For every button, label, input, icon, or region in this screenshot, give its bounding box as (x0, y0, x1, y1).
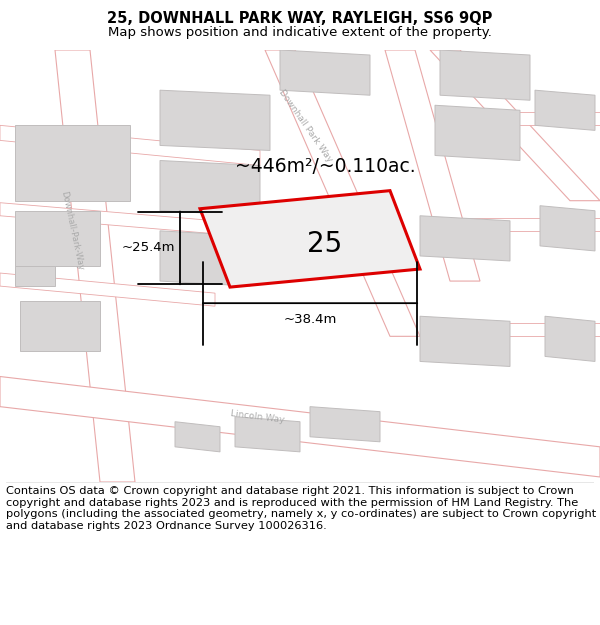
Polygon shape (280, 50, 370, 95)
Text: ~38.4m: ~38.4m (283, 313, 337, 326)
Polygon shape (430, 217, 600, 231)
Text: Lincoln Way: Lincoln Way (230, 409, 285, 424)
Polygon shape (15, 211, 100, 266)
Polygon shape (160, 161, 260, 216)
Polygon shape (420, 323, 600, 336)
Polygon shape (385, 50, 480, 281)
Polygon shape (15, 266, 55, 286)
Polygon shape (0, 376, 600, 477)
Text: Downhall Park Way: Downhall Park Way (277, 88, 334, 163)
Polygon shape (420, 316, 510, 366)
Polygon shape (0, 202, 240, 236)
Text: 25: 25 (307, 230, 343, 258)
Text: ~446m²/~0.110ac.: ~446m²/~0.110ac. (235, 157, 416, 176)
Polygon shape (540, 206, 595, 251)
Polygon shape (440, 50, 530, 100)
Text: Map shows position and indicative extent of the property.: Map shows position and indicative extent… (108, 26, 492, 39)
Text: Downhall-Park-Way: Downhall-Park-Way (59, 191, 85, 271)
Text: ~25.4m: ~25.4m (121, 241, 175, 254)
Polygon shape (420, 216, 510, 261)
Polygon shape (15, 126, 130, 201)
Polygon shape (175, 422, 220, 452)
Polygon shape (200, 191, 420, 287)
Polygon shape (535, 90, 595, 131)
Polygon shape (435, 105, 520, 161)
Polygon shape (235, 202, 330, 254)
Polygon shape (430, 50, 600, 201)
Polygon shape (20, 301, 100, 351)
Text: 25, DOWNHALL PARK WAY, RAYLEIGH, SS6 9QP: 25, DOWNHALL PARK WAY, RAYLEIGH, SS6 9QP (107, 11, 493, 26)
Polygon shape (160, 231, 250, 286)
Polygon shape (265, 50, 420, 336)
Polygon shape (235, 417, 300, 452)
Polygon shape (545, 316, 595, 361)
Polygon shape (55, 50, 135, 482)
Polygon shape (0, 273, 215, 306)
Polygon shape (440, 112, 600, 126)
Polygon shape (310, 407, 380, 442)
Text: Contains OS data © Crown copyright and database right 2021. This information is : Contains OS data © Crown copyright and d… (6, 486, 596, 531)
Polygon shape (0, 126, 260, 166)
Polygon shape (160, 90, 270, 151)
